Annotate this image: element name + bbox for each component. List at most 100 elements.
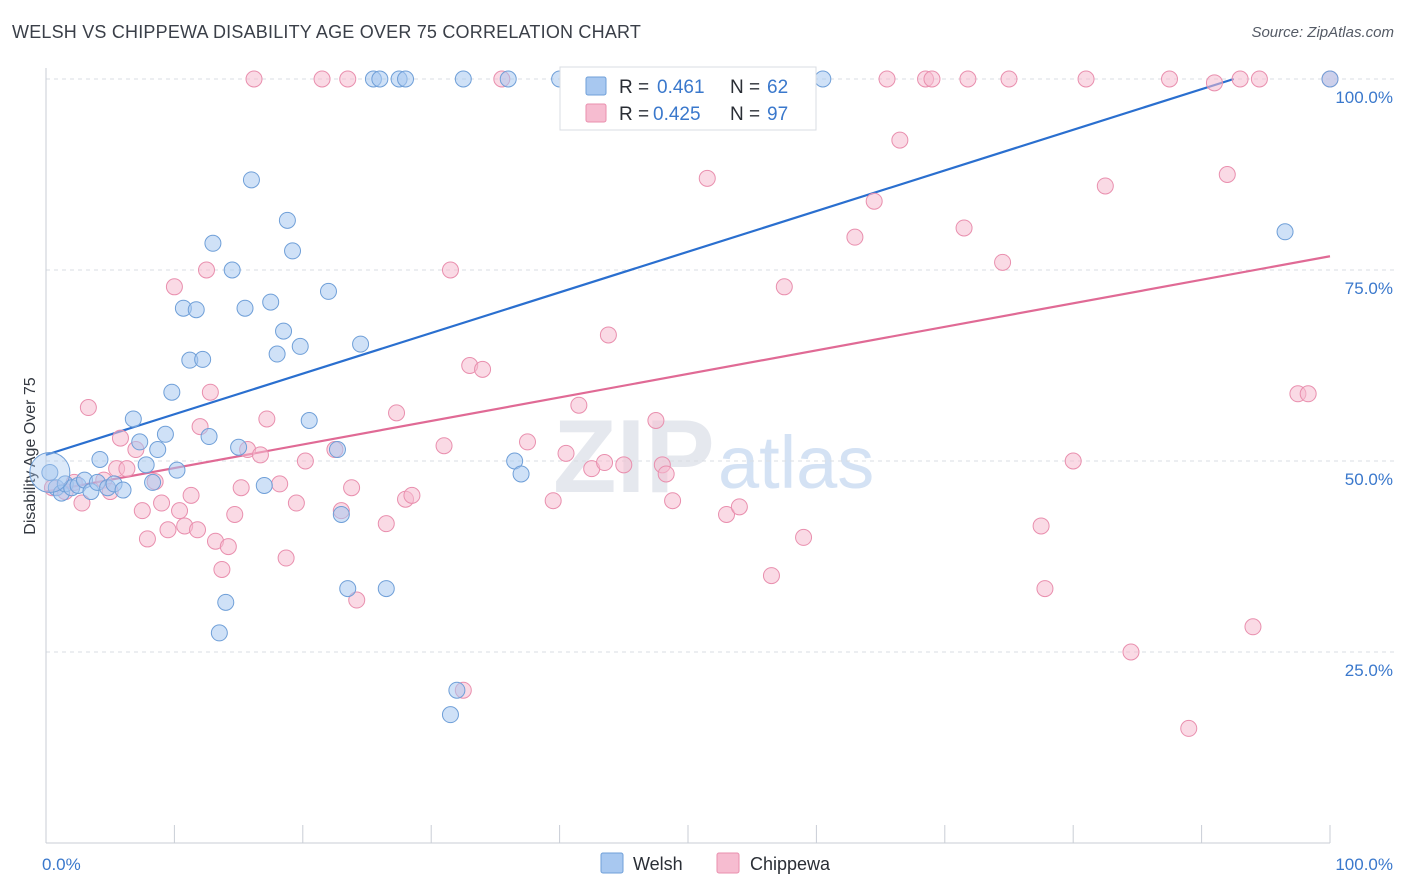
chippewa-point <box>296 452 314 470</box>
legend-chippewa-r-label: R = <box>619 104 649 125</box>
welsh-point <box>262 293 280 311</box>
chippewa-point <box>1161 70 1178 88</box>
welsh-point <box>300 412 318 430</box>
welsh-point <box>454 70 472 88</box>
chippewa-point <box>251 446 269 464</box>
welsh-point <box>339 580 357 598</box>
welsh-point <box>194 350 212 368</box>
welsh-point <box>352 335 370 353</box>
bottom-legend: Welsh Chippewa <box>600 852 831 874</box>
chippewa-point <box>1231 70 1249 88</box>
chippewa-point <box>647 412 665 430</box>
chippewa-point <box>73 494 91 512</box>
chippewa-point <box>287 494 305 512</box>
y-tick-labels: 25.0% 50.0% 75.0% 100.0% <box>1335 88 1393 680</box>
legend-welsh-n-value: 62 <box>767 77 788 98</box>
chippewa-point <box>403 486 421 504</box>
chippewa-point <box>1064 452 1082 470</box>
welsh-point <box>223 261 241 279</box>
chippewa-point <box>171 502 189 520</box>
welsh-point <box>168 461 186 479</box>
chippewa-point <box>865 192 883 210</box>
y-axis-title: Disability Age Over 75 <box>22 377 39 535</box>
bottom-legend-welsh-label: Welsh <box>633 854 683 874</box>
chippewa-point <box>377 515 395 533</box>
welsh-point-large <box>29 451 71 493</box>
welsh-point <box>144 473 162 491</box>
chippewa-point <box>388 404 406 422</box>
welsh-point <box>242 171 260 189</box>
chippewa-point <box>165 278 183 296</box>
chippewa-point <box>133 502 151 520</box>
watermark: ZIP atlas <box>553 399 874 515</box>
bottom-legend-chippewa-swatch <box>716 852 740 874</box>
welsh-point <box>814 70 832 88</box>
watermark-zip: ZIP <box>553 399 715 515</box>
chippewa-point <box>795 528 813 546</box>
chippewa-point <box>570 396 588 414</box>
y-tick-label: 50.0% <box>1345 470 1393 489</box>
chippewa-point <box>1077 70 1095 88</box>
chippewa-point <box>111 429 129 447</box>
welsh-point <box>1321 70 1339 88</box>
chippewa-point <box>599 326 617 344</box>
source-credit: Source: ZipAtlas.com <box>1251 24 1394 41</box>
welsh-point <box>41 463 59 481</box>
chippewa-point <box>994 253 1012 271</box>
chippewa-point <box>544 492 562 510</box>
chippewa-point <box>138 530 156 548</box>
chart-title: WELSH VS CHIPPEWA DISABILITY AGE OVER 75… <box>12 22 642 42</box>
chippewa-point <box>657 465 675 483</box>
chippewa-point <box>198 261 215 279</box>
legend-chippewa-swatch <box>585 103 607 123</box>
welsh-point <box>268 345 286 363</box>
chippewa-point <box>718 505 736 523</box>
chippewa-point <box>213 560 231 578</box>
chippewa-point <box>343 479 361 497</box>
legend-welsh-r-label: R = <box>619 77 649 98</box>
chippewa-point <box>1244 618 1262 636</box>
chippewa-point <box>182 486 200 504</box>
welsh-point <box>1276 223 1294 241</box>
chippewa-point <box>79 399 97 417</box>
chippewa-point <box>1180 719 1198 737</box>
chippewa-point <box>348 591 366 609</box>
welsh-point <box>156 425 174 443</box>
watermark-atlas: atlas <box>718 421 874 504</box>
chippewa-point <box>762 567 780 585</box>
welsh-point <box>236 299 254 317</box>
welsh-point <box>275 322 293 340</box>
welsh-trend-line <box>45 77 1235 456</box>
legend-chippewa-r-value: 0.425 <box>653 104 701 125</box>
chippewa-point <box>519 433 536 451</box>
welsh-point <box>255 476 273 494</box>
chippewa-point <box>878 70 896 88</box>
chippewa-point <box>596 454 614 472</box>
welsh-point <box>114 481 132 499</box>
chippewa-point <box>159 521 177 539</box>
welsh-points <box>29 70 1339 724</box>
chippewa-point <box>730 498 748 516</box>
welsh-point <box>137 456 155 474</box>
chippewa-point <box>474 360 492 378</box>
chippewa-point <box>1032 517 1050 535</box>
bottom-legend-welsh-swatch <box>600 852 624 874</box>
welsh-point <box>131 433 149 451</box>
chippewa-point <box>846 228 864 246</box>
welsh-point <box>230 438 248 456</box>
chippewa-point <box>232 479 250 497</box>
axes <box>45 68 1331 844</box>
y-tick-label: 100.0% <box>1335 88 1393 107</box>
chippewa-point <box>923 70 941 88</box>
chippewa-point <box>441 261 459 279</box>
welsh-point <box>278 211 296 229</box>
chippewa-point <box>271 475 289 493</box>
welsh-point <box>377 580 395 598</box>
chippewa-point <box>1218 166 1236 183</box>
chippewa-point <box>245 70 263 88</box>
chippewa-point <box>219 538 237 556</box>
grid <box>46 78 1395 653</box>
welsh-point <box>512 465 530 483</box>
chippewa-point <box>615 456 633 474</box>
welsh-point <box>319 282 337 300</box>
